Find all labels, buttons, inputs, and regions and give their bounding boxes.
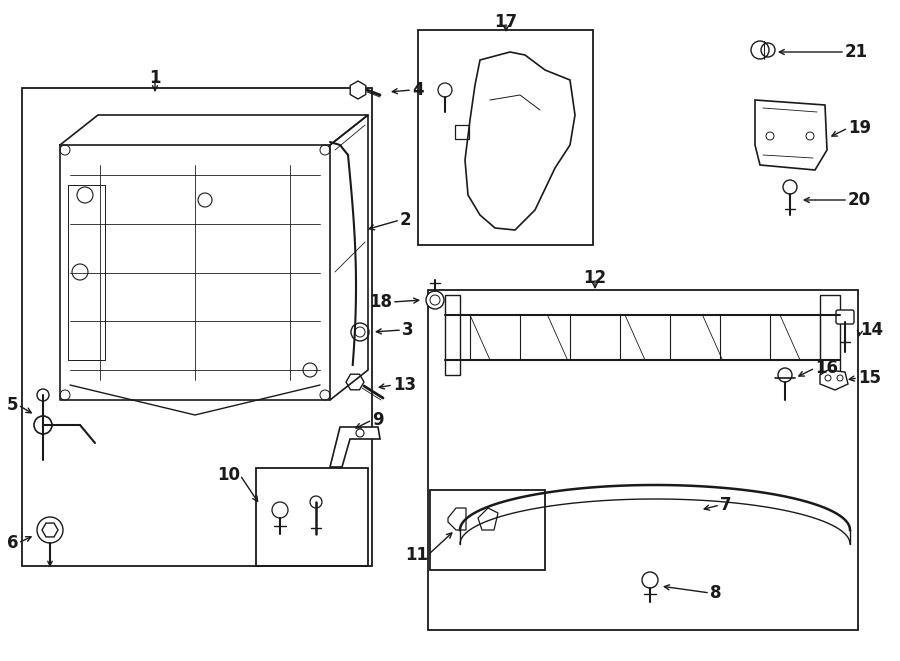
- Circle shape: [778, 368, 792, 382]
- Text: 6: 6: [6, 534, 18, 552]
- Text: 18: 18: [369, 293, 392, 311]
- Polygon shape: [42, 523, 58, 537]
- Polygon shape: [820, 370, 848, 390]
- Text: 14: 14: [860, 321, 883, 339]
- Bar: [430, 490, 545, 570]
- Polygon shape: [448, 508, 466, 530]
- FancyBboxPatch shape: [836, 310, 854, 324]
- Bar: [256, 468, 368, 566]
- Text: 17: 17: [494, 13, 518, 31]
- Text: 7: 7: [720, 496, 732, 514]
- Polygon shape: [330, 427, 380, 467]
- Circle shape: [783, 180, 797, 194]
- Polygon shape: [346, 374, 364, 390]
- Polygon shape: [350, 81, 365, 99]
- Text: 20: 20: [848, 191, 871, 209]
- Text: 19: 19: [848, 119, 871, 137]
- Text: 2: 2: [400, 211, 411, 229]
- Circle shape: [310, 496, 322, 508]
- Polygon shape: [755, 100, 827, 170]
- Text: 10: 10: [217, 466, 240, 484]
- Text: 16: 16: [815, 359, 838, 377]
- Circle shape: [426, 291, 444, 309]
- Text: 15: 15: [858, 369, 881, 387]
- Circle shape: [642, 572, 658, 588]
- Text: 8: 8: [710, 584, 722, 602]
- Text: 13: 13: [393, 376, 416, 394]
- Text: 1: 1: [149, 69, 161, 87]
- Bar: [428, 290, 858, 630]
- Bar: [418, 30, 593, 245]
- Text: 4: 4: [412, 81, 424, 99]
- Text: 21: 21: [845, 43, 868, 61]
- Text: 9: 9: [372, 411, 383, 429]
- Bar: [22, 88, 372, 566]
- Text: 3: 3: [402, 321, 414, 339]
- Text: 12: 12: [583, 269, 607, 287]
- Polygon shape: [478, 508, 498, 530]
- Text: 5: 5: [6, 396, 18, 414]
- Text: 11: 11: [405, 546, 428, 564]
